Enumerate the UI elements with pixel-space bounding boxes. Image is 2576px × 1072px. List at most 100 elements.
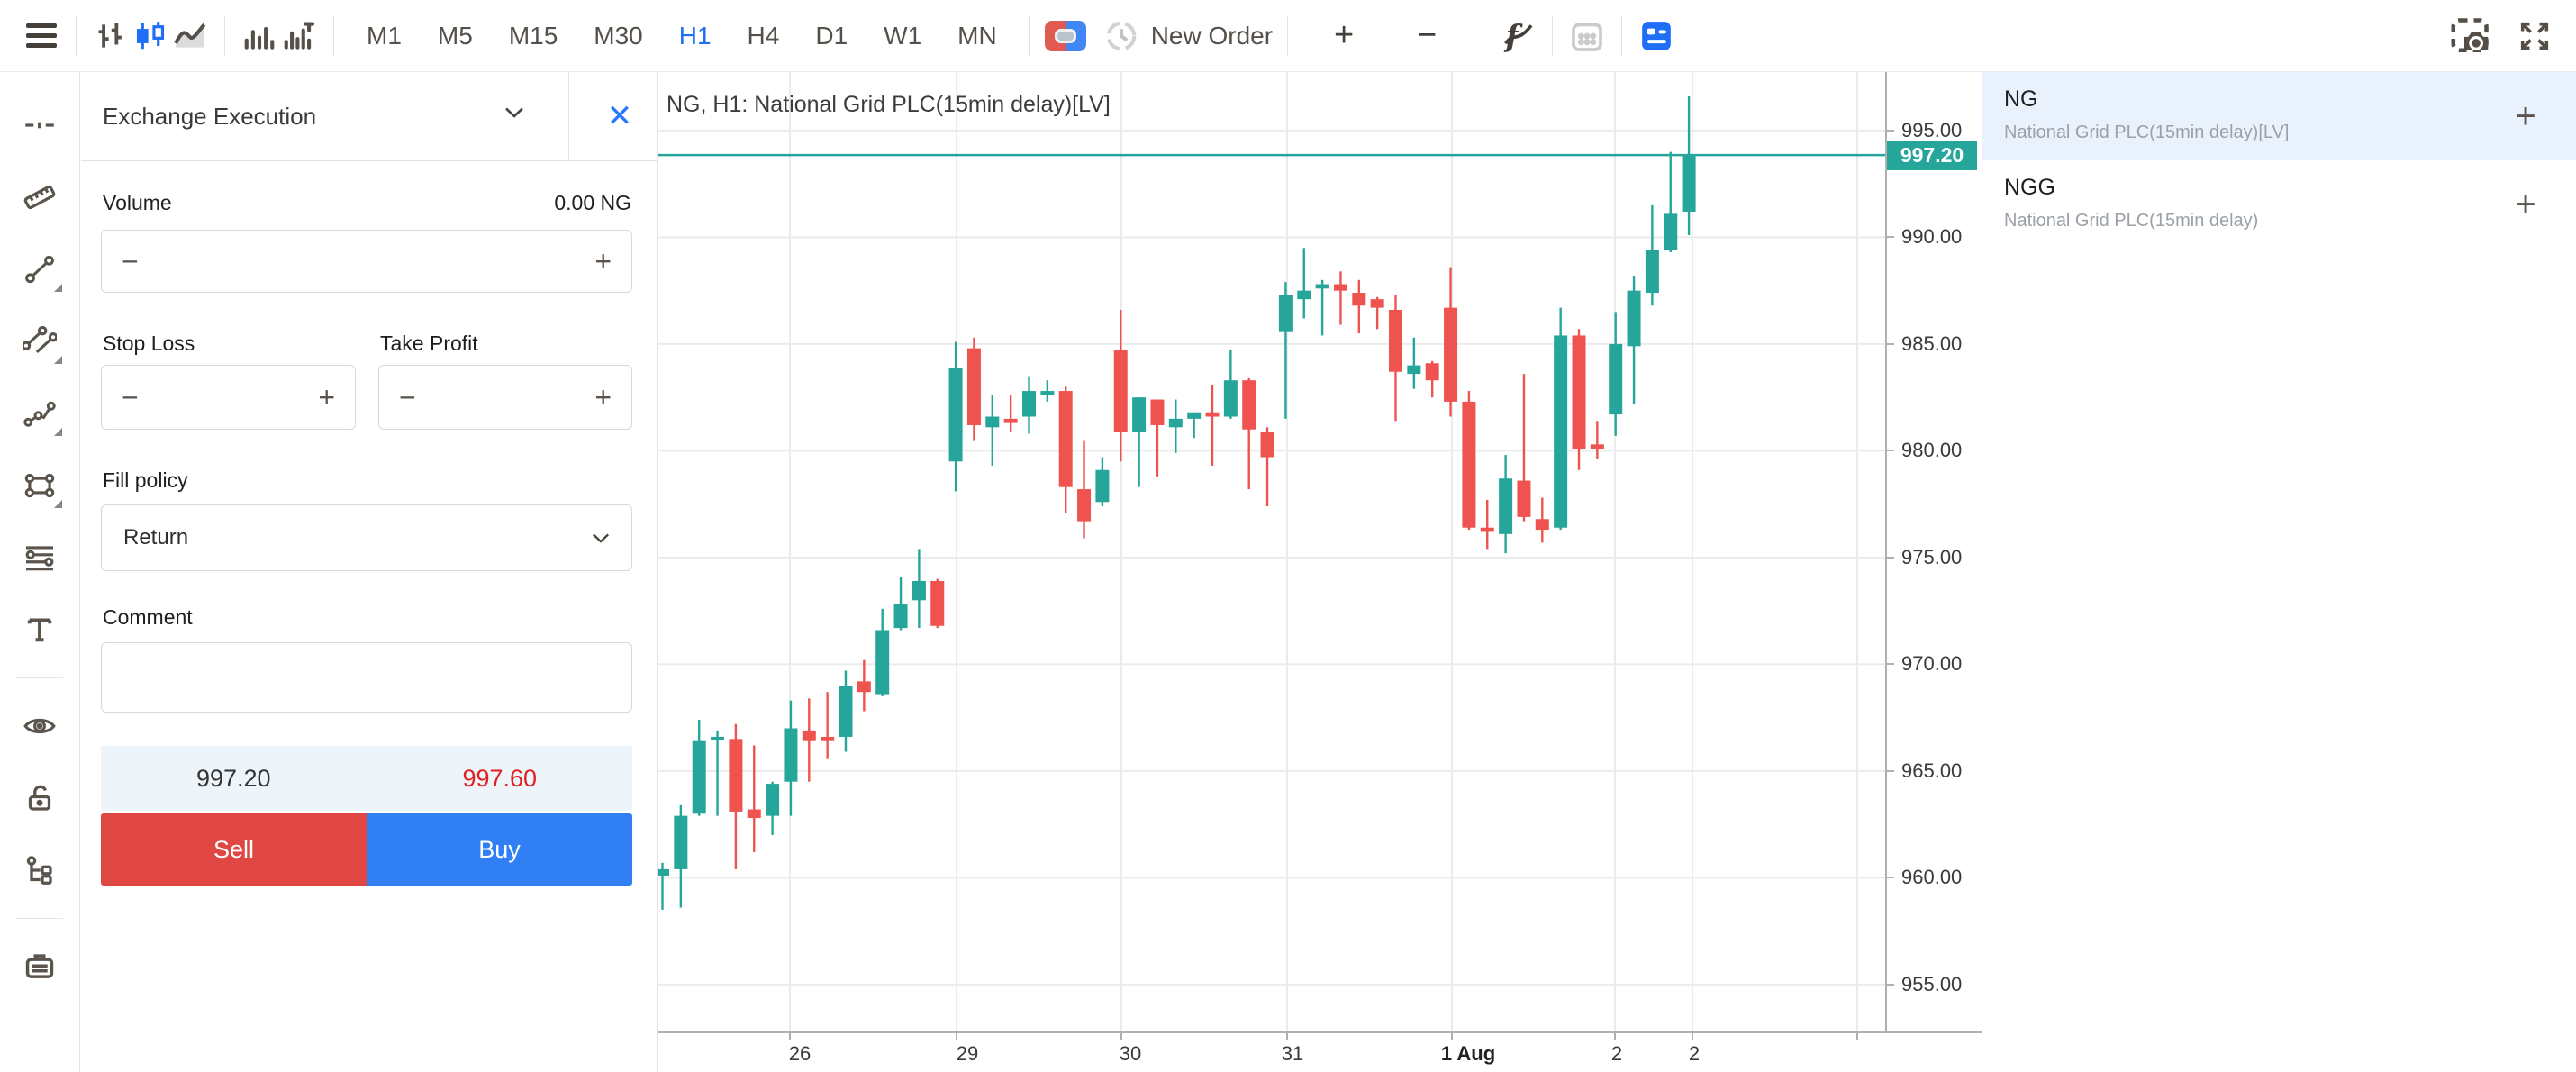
candle: [729, 723, 743, 869]
chart-plot-area[interactable]: NG, H1: National Grid PLC(15min delay)[L…: [658, 72, 1885, 1031]
divider: [568, 72, 569, 160]
channel-icon[interactable]: [14, 315, 66, 368]
menu-icon[interactable]: [22, 11, 61, 61]
candlestick-chart-icon[interactable]: [131, 11, 170, 61]
delete-objects-icon[interactable]: [14, 940, 66, 993]
candle: [948, 341, 963, 492]
sell-price[interactable]: 997.20: [195, 764, 271, 792]
timeframe-h1[interactable]: H1: [678, 21, 712, 50]
candle: [893, 577, 908, 631]
calendar-icon[interactable]: [1567, 11, 1607, 61]
indicator-icon[interactable]: f: [1498, 11, 1537, 61]
price-axis[interactable]: 995.00 990.00 985.00 980.00 975.00 970.00 965.…: [1885, 72, 1982, 1031]
time-axis[interactable]: 26 29 30 31 1 Aug 2 2: [658, 1031, 1982, 1072]
timeframe-m15[interactable]: M15: [508, 21, 558, 50]
one-click-trading-icon[interactable]: [1044, 11, 1086, 61]
chevron-down-icon[interactable]: [504, 106, 524, 119]
submenu-arrow: [54, 428, 62, 436]
candle: [1425, 360, 1439, 398]
buy-button[interactable]: Buy: [367, 813, 632, 886]
search-result-ngg[interactable]: NGG National Grid PLC(15min delay) +: [1982, 160, 2576, 249]
candle: [1645, 204, 1659, 306]
bars-chart-icon[interactable]: [91, 11, 131, 61]
candle: [1444, 267, 1458, 417]
take-profit-label: Take Profit: [380, 332, 478, 355]
fill-policy-select[interactable]: Return: [101, 504, 632, 571]
trade-buttons: Sell Buy: [101, 813, 632, 886]
candle: [711, 730, 725, 816]
volume-increase-button[interactable]: +: [594, 244, 612, 277]
stop-loss-decrease-button[interactable]: −: [122, 380, 139, 413]
candle: [930, 578, 945, 629]
candle: [1315, 279, 1329, 336]
timeframe-mn[interactable]: MN: [957, 21, 997, 50]
volume-icon[interactable]: [240, 11, 279, 61]
timeframe-m5[interactable]: M5: [437, 21, 473, 50]
execution-mode-select[interactable]: Exchange Execution: [103, 103, 317, 130]
add-symbol-button[interactable]: +: [2515, 184, 2536, 224]
sell-button[interactable]: Sell: [101, 813, 367, 886]
take-profit-increase-button[interactable]: +: [594, 380, 612, 413]
candle: [1535, 497, 1549, 543]
result-symbol: NG: [2004, 86, 2038, 112]
timeframe-m30[interactable]: M30: [594, 21, 643, 50]
unlock-icon[interactable]: [14, 772, 66, 824]
take-profit-decrease-button[interactable]: −: [399, 380, 416, 413]
close-panel-button[interactable]: ✕: [606, 99, 633, 133]
buy-price[interactable]: 997.60: [462, 764, 538, 792]
fill-policy-value: Return: [123, 525, 189, 550]
visibility-eye-icon[interactable]: [14, 700, 66, 752]
separator: [1621, 15, 1623, 56]
candle: [1223, 350, 1238, 419]
polyline-icon[interactable]: [14, 387, 66, 440]
crosshair-icon[interactable]: [14, 99, 66, 151]
stop-loss-increase-button[interactable]: +: [318, 380, 335, 413]
fib-levels-icon[interactable]: [14, 531, 66, 584]
candle: [1058, 386, 1073, 513]
axis-tick: [1887, 342, 1894, 345]
axis-tick: [1120, 1033, 1122, 1040]
market-watch-icon[interactable]: [1637, 11, 1676, 61]
tick-volume-icon[interactable]: [279, 11, 319, 61]
shape-icon[interactable]: [14, 459, 66, 512]
divider: [16, 918, 63, 919]
text-icon[interactable]: [14, 604, 66, 656]
objects-tree-icon[interactable]: [14, 844, 66, 896]
new-order-button[interactable]: New Order: [1104, 11, 1273, 61]
line-chart-icon[interactable]: [170, 11, 210, 61]
comment-label: Comment: [103, 605, 193, 629]
zoom-in-button[interactable]: +: [1333, 16, 1355, 54]
drawing-toolbar: [0, 72, 80, 1072]
candle: [1499, 455, 1513, 554]
new-order-label: New Order: [1150, 21, 1274, 50]
add-symbol-button[interactable]: +: [2515, 95, 2536, 136]
bid-price-badge: 997.20: [1887, 140, 1977, 170]
trendline-icon[interactable]: [14, 243, 66, 295]
comment-input[interactable]: [101, 642, 632, 713]
timeframe-d1[interactable]: D1: [815, 21, 848, 50]
candle: [1407, 337, 1421, 389]
fullscreen-icon[interactable]: [2515, 11, 2554, 61]
candle: [1682, 96, 1696, 236]
axis-tick: [1887, 877, 1894, 879]
axis-tick: [1451, 1033, 1453, 1040]
ruler-icon[interactable]: [14, 171, 66, 223]
chevron-down-icon: [593, 533, 609, 543]
search-result-ng[interactable]: NG National Grid PLC(15min delay)[LV] +: [1982, 72, 2576, 160]
volume-stepper: − +: [101, 230, 632, 293]
volume-decrease-button[interactable]: −: [122, 244, 139, 277]
date-label: 30: [1119, 1042, 1142, 1065]
candle: [1480, 499, 1494, 550]
candle: [1370, 296, 1384, 330]
candle: [966, 337, 981, 441]
timeframe-m1[interactable]: M1: [367, 21, 402, 50]
candle: [1278, 282, 1293, 419]
date-label: 26: [788, 1042, 812, 1065]
candle: [821, 692, 835, 759]
candle: [912, 549, 926, 629]
search-results: NG National Grid PLC(15min delay)[LV] + NGG…: [1982, 72, 2576, 249]
timeframe-w1[interactable]: W1: [884, 21, 922, 50]
zoom-out-button[interactable]: −: [1416, 16, 1438, 54]
screenshot-icon[interactable]: [2450, 11, 2491, 61]
timeframe-h4[interactable]: H4: [747, 21, 780, 50]
